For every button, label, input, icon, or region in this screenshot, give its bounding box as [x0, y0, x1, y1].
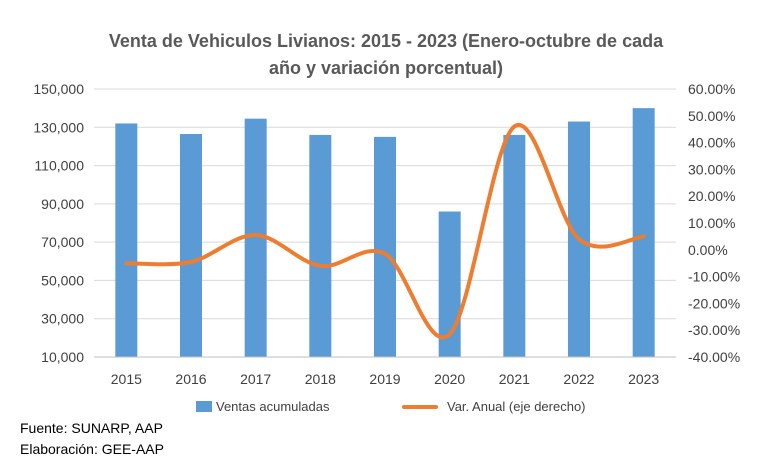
left-tick-label: 70,000 [41, 234, 84, 250]
right-tick-label: 0.00% [688, 242, 728, 258]
x-tick-label: 2015 [111, 371, 142, 387]
left-tick-label: 150,000 [33, 81, 84, 97]
right-tick-label: -30.00% [688, 322, 740, 338]
legend-label-line: Var. Anual (eje derecho) [447, 399, 586, 414]
bar [309, 134, 332, 357]
right-tick-label: 20.00% [688, 188, 735, 204]
x-tick-label: 2023 [628, 371, 659, 387]
right-tick-label: -10.00% [688, 269, 740, 285]
right-tick-label: 30.00% [688, 161, 735, 177]
x-tick-label: 2019 [369, 371, 400, 387]
bar [438, 211, 461, 357]
bar [115, 123, 138, 357]
bar [632, 108, 655, 358]
line-series [124, 122, 646, 340]
bar [503, 134, 526, 357]
left-tick-label: 50,000 [41, 272, 84, 288]
right-tick-label: 40.00% [688, 135, 735, 151]
bar [374, 136, 396, 357]
right-tick-label: -40.00% [688, 349, 740, 365]
left-tick-label: 30,000 [41, 311, 84, 327]
legend-label-bar: Ventas acumuladas [216, 399, 330, 414]
variation-line [124, 122, 646, 340]
left-tick-label: 130,000 [33, 119, 84, 135]
source-note: Fuente: SUNARP, AAP [20, 420, 163, 436]
right-axis: -40.00% -30.00% -20.00% -10.00% 0.00% 10.00% 2… [688, 81, 740, 365]
x-tick-label: 2022 [563, 371, 594, 387]
chart-title-line-1: Venta de Vehiculos Livianos: 2015 - 2023… [109, 31, 664, 51]
x-tick-label: 2016 [175, 371, 206, 387]
x-axis: 2015 2016 2017 2018 2019 2020 2021 2022 2023 [94, 356, 676, 387]
x-tick-label: 2018 [305, 371, 336, 387]
left-tick-label: 90,000 [41, 196, 84, 212]
right-tick-label: -20.00% [688, 295, 740, 311]
bar-series [115, 108, 655, 358]
right-tick-label: 50.00% [688, 108, 735, 124]
x-tick-label: 2020 [434, 371, 465, 387]
x-tick-label: 2021 [499, 371, 530, 387]
left-tick-label: 110,000 [34, 158, 84, 174]
prepared-by-note: Elaboración: GEE-AAP [20, 441, 164, 457]
bar [180, 133, 202, 357]
left-tick-label: 10,000 [41, 349, 84, 365]
legend: Ventas acumuladas Var. Anual (eje derech… [196, 399, 586, 414]
right-tick-label: 60.00% [688, 81, 735, 97]
chart-title-line-2: año y variación porcentual) [269, 58, 503, 78]
x-tick-label: 2017 [240, 371, 271, 387]
right-tick-label: 10.00% [688, 215, 735, 231]
left-axis: 10,000 30,000 50,000 70,000 90,000 110,000 130… [33, 81, 84, 365]
bar [244, 118, 267, 358]
legend-swatch-bar [196, 401, 212, 412]
